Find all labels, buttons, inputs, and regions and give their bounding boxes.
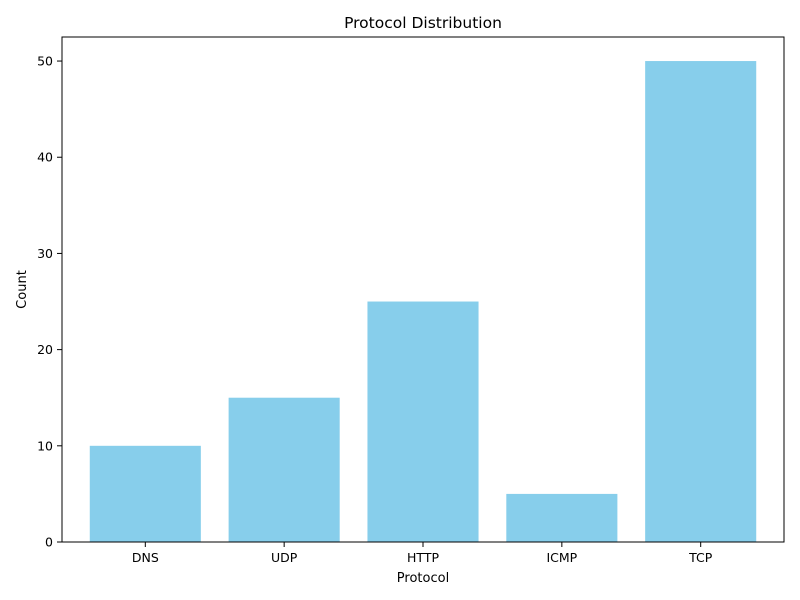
bar-tcp: [645, 61, 757, 543]
y-axis-label: Count: [15, 270, 30, 309]
x-axis-label: Protocol: [397, 571, 449, 586]
bar-icmp: [506, 493, 618, 542]
bar-http: [367, 301, 479, 542]
bar-dns: [89, 445, 201, 542]
x-tick-label: HTTP: [407, 550, 439, 565]
x-tick-label: ICMP: [546, 550, 577, 565]
y-tick-label: 50: [37, 54, 53, 69]
bar-udp: [228, 397, 340, 542]
y-tick-label: 10: [37, 438, 53, 453]
y-tick-label: 40: [37, 150, 53, 165]
ticks-group: DNS UDP HTTP ICMP TCP 0 10 20 30 40 50: [37, 54, 713, 565]
x-tick-label: TCP: [688, 550, 713, 565]
y-tick-label: 30: [37, 246, 53, 261]
y-tick-label: 20: [37, 342, 53, 357]
y-tick-label: 0: [45, 535, 53, 550]
x-tick-label: UDP: [271, 550, 298, 565]
chart-title: Protocol Distribution: [344, 14, 502, 32]
x-tick-label: DNS: [132, 550, 159, 565]
plot-frame: [61, 36, 785, 543]
bars-group: [89, 61, 757, 543]
